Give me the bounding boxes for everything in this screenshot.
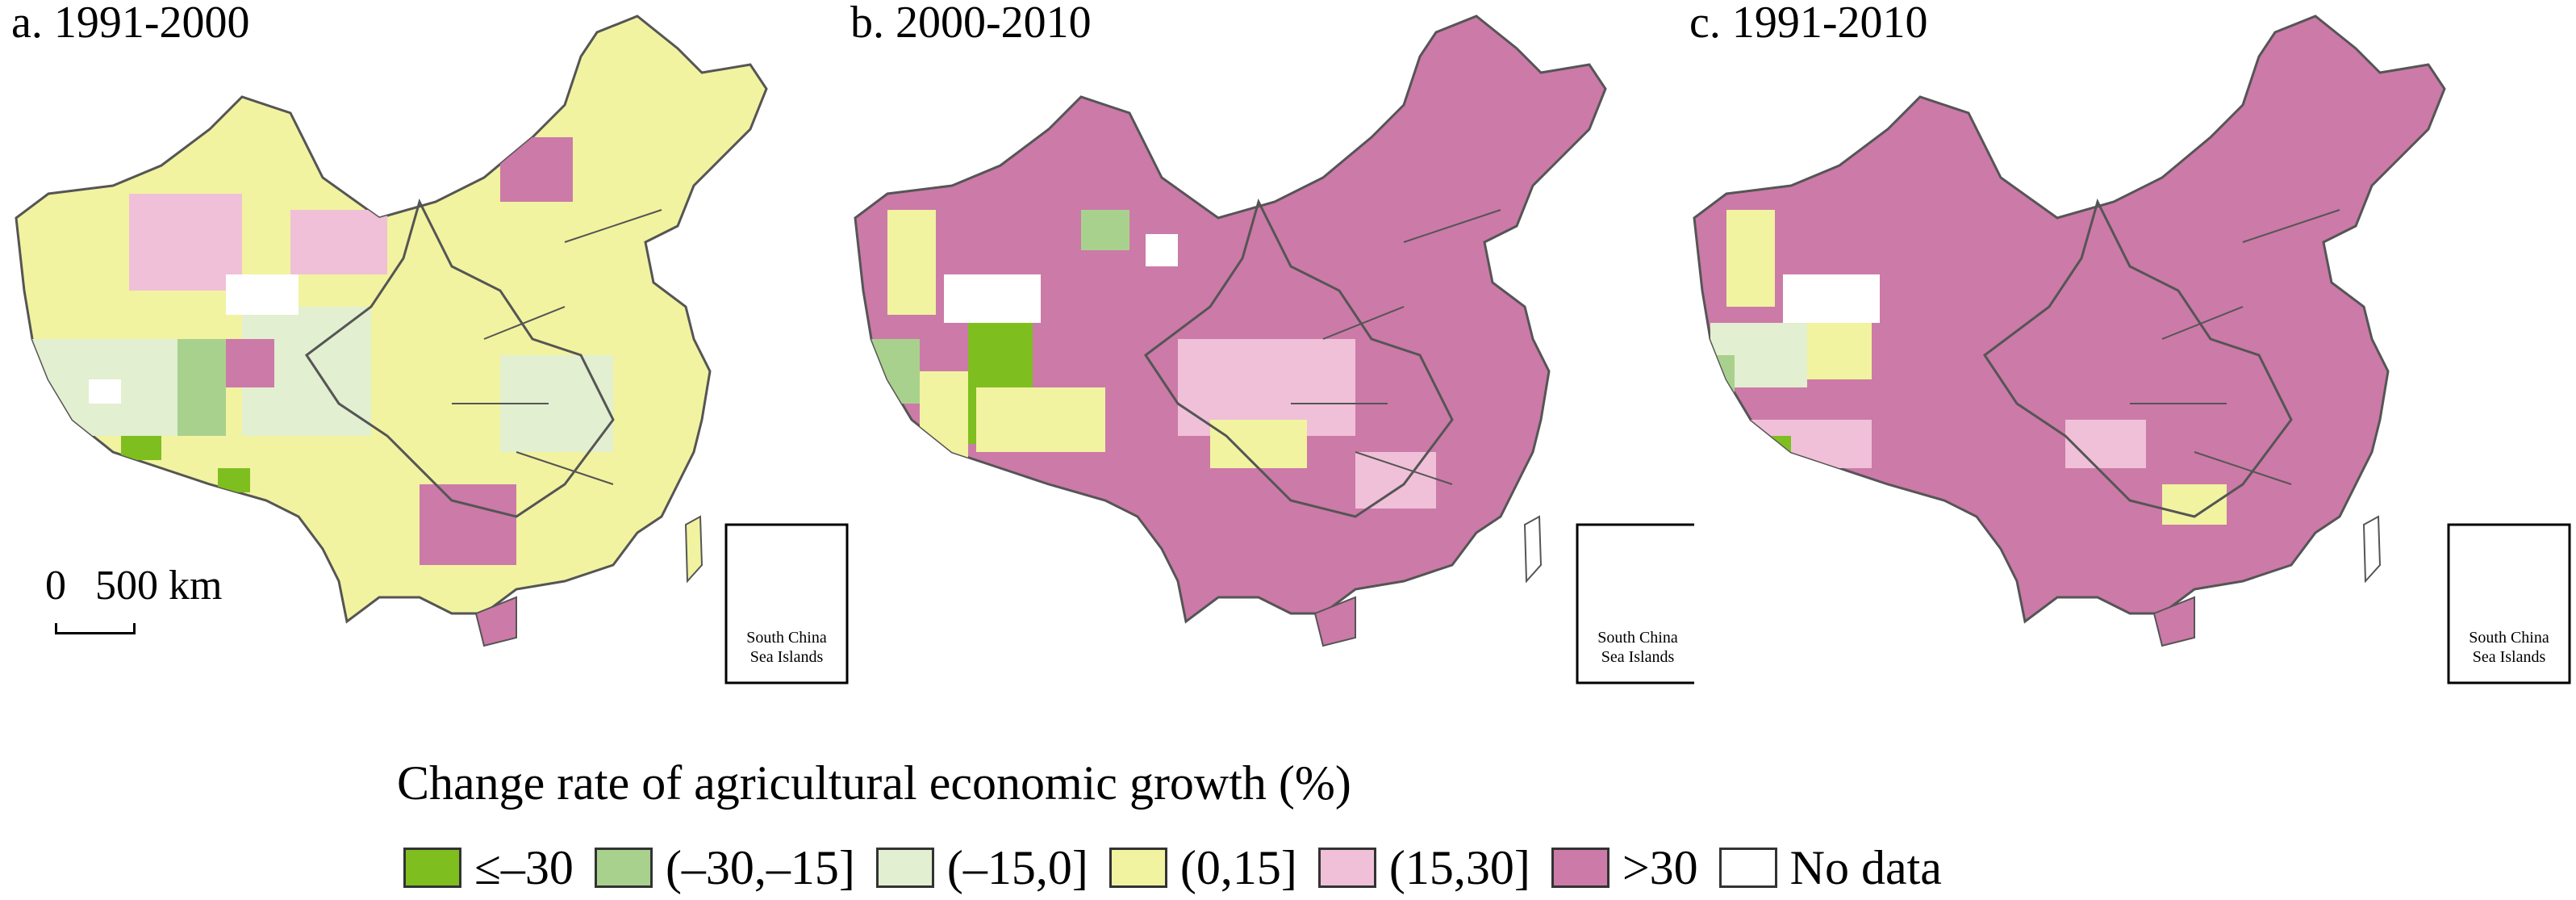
legend-item: (15,30]	[1317, 841, 1530, 894]
scale-bar-line	[55, 623, 136, 634]
legend-swatch	[1551, 848, 1609, 888]
panel-title-a: a. 1991-2000	[11, 0, 250, 48]
inset-label-b-line2: Sea Islands	[1601, 648, 1675, 666]
region-patch	[1210, 420, 1307, 468]
region-patch	[1807, 323, 1872, 379]
region-patches-a	[32, 137, 613, 565]
region-patch	[904, 145, 944, 178]
region-patch	[1743, 420, 1872, 468]
inset-label-c-line1: South China	[2469, 629, 2549, 647]
region-patch	[89, 379, 121, 404]
region-patch	[2162, 484, 2227, 525]
legend-title: Change rate of agricultural economic gro…	[397, 756, 1351, 810]
map-panel-b: b. 2000-2010 South China Sea Isl	[839, 0, 1694, 726]
taiwan-island-a	[684, 515, 703, 584]
legend-swatch	[1108, 848, 1167, 888]
province-borders-b	[1143, 198, 1454, 518]
region-patch	[887, 210, 936, 315]
inset-label-c-line2: Sea Islands	[2473, 648, 2546, 666]
china-outline-a	[15, 15, 768, 624]
map-svg-a: South China Sea Islands	[15, 15, 849, 684]
hainan-island-c	[2152, 596, 2195, 647]
legend-item: ≤–30	[403, 843, 574, 892]
inset-box-c	[2447, 523, 2571, 684]
legend-item: (–15,0]	[875, 841, 1088, 894]
scale-bar-zero-label: 0	[45, 563, 66, 609]
map-svg-c: South China Sea Islands	[1693, 15, 2571, 684]
legend: ≤–30 (–30,–15] (–15,0] (0,15] (15,30] >3…	[403, 839, 1963, 896]
province-borders-a-2	[452, 209, 662, 485]
legend-item: No data	[1718, 841, 1942, 894]
legend-label: (0,15]	[1179, 841, 1297, 894]
legend-label: >30	[1622, 841, 1698, 894]
region-patch	[863, 339, 920, 404]
region-patch	[1743, 145, 1783, 178]
region-patches-c	[1702, 145, 2227, 525]
region-patch	[1081, 210, 1129, 250]
province-borders-c-2	[2130, 209, 2340, 485]
region-patch	[944, 274, 1041, 323]
map-panel-a: a. 1991-2000 South China	[0, 0, 855, 726]
legend-swatch	[1317, 848, 1376, 888]
region-patch	[2065, 420, 2146, 468]
inset-label-b-line1: South China	[1597, 629, 1678, 647]
region-patch	[1726, 210, 1775, 307]
region-patch	[1783, 274, 1880, 323]
province-borders-c	[1982, 198, 2293, 518]
scale-bar: 0 500 km	[45, 565, 239, 654]
region-patch	[226, 274, 299, 315]
china-outline-c	[1693, 15, 2446, 624]
inset-box-b	[1576, 523, 1694, 684]
legend-swatch	[1718, 848, 1777, 888]
panel-title-c: c. 1991-2010	[1689, 0, 1928, 48]
legend-label: ≤–30	[474, 841, 574, 894]
region-patch	[129, 194, 242, 291]
region-patch	[420, 484, 516, 565]
hainan-island-a	[474, 596, 517, 647]
region-patch	[920, 371, 968, 468]
inset-label-a-line1: South China	[746, 629, 827, 647]
panel-title-b: b. 2000-2010	[850, 0, 1092, 48]
inset-label-a-line2: Sea Islands	[750, 648, 824, 666]
hainan-island-b	[1313, 596, 1356, 647]
inset-box-a	[724, 523, 849, 684]
legend-label: No data	[1789, 841, 1942, 894]
legend-label: (–30,–15]	[665, 841, 855, 894]
region-patch	[290, 210, 387, 274]
region-patch	[177, 339, 226, 436]
legend-label: (–15,0]	[946, 841, 1088, 894]
map-panel-c: c. 1991-2010 South China Sea Islands	[1678, 0, 2574, 726]
legend-item: (–30,–15]	[594, 841, 855, 894]
legend-item: >30	[1551, 843, 1698, 892]
province-borders-a	[304, 198, 615, 518]
region-patch	[500, 137, 573, 202]
region-patch	[1146, 234, 1178, 266]
legend-item: (0,15]	[1108, 841, 1297, 894]
region-patches-b	[863, 145, 1436, 509]
legend-swatch	[594, 848, 653, 888]
region-patch	[226, 339, 274, 387]
region-patch	[1355, 452, 1436, 509]
region-patch	[121, 436, 161, 460]
legend-swatch	[875, 848, 934, 888]
legend-swatch	[403, 848, 461, 888]
legend-label: (15,30]	[1388, 841, 1530, 894]
region-patch	[976, 387, 1105, 452]
map-svg-b: South China Sea Islands	[854, 15, 1694, 684]
scale-bar-distance-label: 500 km	[95, 563, 223, 609]
province-borders-b-2	[1291, 209, 1501, 485]
taiwan-island-b	[1523, 515, 1543, 584]
taiwan-island-c	[2362, 515, 2382, 584]
